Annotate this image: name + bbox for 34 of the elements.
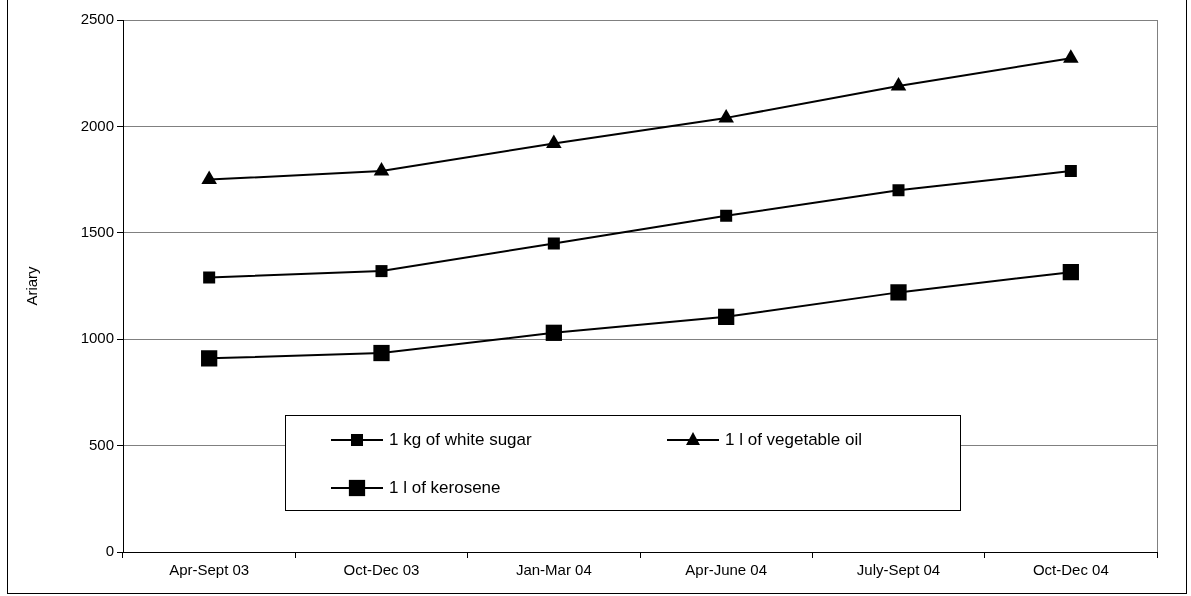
point bbox=[201, 170, 217, 185]
legend-label: 1 l of vegetable oil bbox=[725, 430, 863, 450]
point bbox=[373, 162, 390, 176]
point bbox=[546, 134, 562, 148]
x-tick-label: Jan-Mar 04 bbox=[515, 561, 592, 579]
point bbox=[1064, 165, 1077, 178]
y-tick-label: 0 bbox=[105, 542, 114, 560]
point bbox=[718, 308, 735, 325]
point bbox=[203, 271, 216, 284]
point bbox=[890, 284, 907, 301]
legend-label: 1 l of kerosene bbox=[389, 478, 501, 498]
x-tick-label: Oct-Dec 03 bbox=[343, 561, 420, 579]
point bbox=[201, 350, 218, 367]
point bbox=[718, 108, 734, 123]
point bbox=[1062, 264, 1079, 281]
point bbox=[547, 237, 560, 250]
point bbox=[890, 76, 907, 91]
x-tick-label: Apr-June 04 bbox=[685, 561, 768, 579]
x-tick-label: July-Sept 04 bbox=[856, 561, 941, 579]
y-tick-label: 2500 bbox=[80, 10, 114, 28]
y-tick-label: 2000 bbox=[80, 116, 114, 134]
point bbox=[373, 344, 390, 362]
x-tick-label: Oct-Dec 04 bbox=[1032, 561, 1109, 579]
point bbox=[720, 209, 733, 222]
y-axis-title: Ariary bbox=[23, 265, 41, 306]
y-tick-label: 1000 bbox=[80, 329, 114, 347]
legend-label: 1 kg of white sugar bbox=[389, 430, 532, 450]
point bbox=[545, 324, 562, 341]
y-tick-label: 1500 bbox=[80, 222, 114, 240]
x-tick-label: Apr-Sept 03 bbox=[169, 561, 250, 579]
point bbox=[375, 265, 388, 278]
y-tick-label: 500 bbox=[88, 435, 114, 453]
point bbox=[892, 184, 905, 197]
point bbox=[1063, 49, 1079, 63]
